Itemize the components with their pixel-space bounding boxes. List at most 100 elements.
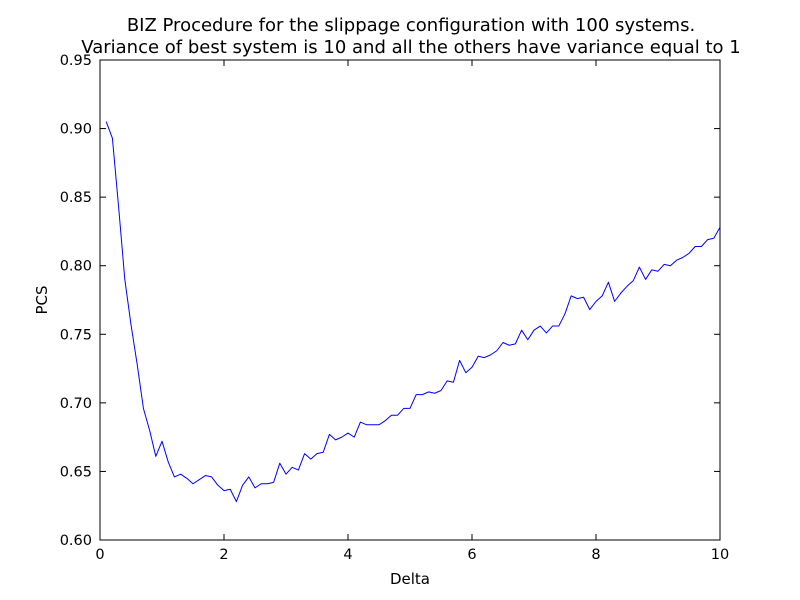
data-point xyxy=(323,452,324,453)
data-point xyxy=(527,339,528,340)
data-point xyxy=(434,393,435,394)
data-point xyxy=(354,437,355,438)
data-point xyxy=(490,354,491,355)
chart-subtitle: Variance of best system is 10 and all th… xyxy=(81,37,740,58)
data-point xyxy=(453,382,454,383)
data-point xyxy=(416,394,417,395)
data-point xyxy=(509,345,510,346)
data-point xyxy=(199,479,200,480)
data-point xyxy=(471,367,472,368)
ticks-layer: 0 2 4 6 8 10 0.60 0.65 0.70 0.75 0.80 0.85 0.90 0.95 xyxy=(60,53,730,563)
y-tick-label: 0.95 xyxy=(60,53,92,69)
data-point xyxy=(248,476,249,477)
data-point xyxy=(261,483,262,484)
data-point xyxy=(205,475,206,476)
data-point xyxy=(651,269,652,270)
data-point xyxy=(633,280,634,281)
data-point xyxy=(701,246,702,247)
data-point xyxy=(602,295,603,296)
series-line xyxy=(105,121,721,503)
data-point xyxy=(676,260,677,261)
data-point xyxy=(285,474,286,475)
y-tick-label: 0.75 xyxy=(60,327,92,343)
data-point xyxy=(298,469,299,470)
data-point xyxy=(174,476,175,477)
data-point xyxy=(106,121,107,122)
data-point xyxy=(372,424,373,425)
x-tick-label: 6 xyxy=(467,547,476,563)
data-point xyxy=(192,483,193,484)
data-point xyxy=(335,439,336,440)
data-point xyxy=(403,408,404,409)
data-point xyxy=(614,301,615,302)
data-point xyxy=(347,432,348,433)
data-point xyxy=(484,357,485,358)
data-point xyxy=(533,330,534,331)
data-point xyxy=(577,298,578,299)
y-tick-label: 0.85 xyxy=(60,190,92,206)
data-point xyxy=(682,257,683,258)
x-tick-label: 10 xyxy=(711,547,729,563)
data-point xyxy=(595,301,596,302)
data-point xyxy=(428,391,429,392)
data-point xyxy=(558,325,559,326)
data-point xyxy=(230,489,231,490)
data-point xyxy=(626,286,627,287)
data-point xyxy=(713,238,714,239)
data-point xyxy=(180,474,181,475)
data-point xyxy=(378,424,379,425)
data-point xyxy=(329,434,330,435)
data-point xyxy=(217,485,218,486)
y-axis-label: PCS xyxy=(33,285,51,314)
data-point xyxy=(211,476,212,477)
data-point xyxy=(688,253,689,254)
data-point xyxy=(657,271,658,272)
data-point xyxy=(664,264,665,265)
data-point xyxy=(639,266,640,267)
data-point xyxy=(304,453,305,454)
data-point xyxy=(620,293,621,294)
data-point xyxy=(459,360,460,361)
data-point xyxy=(695,246,696,247)
data-point xyxy=(155,456,156,457)
data-point xyxy=(316,453,317,454)
x-tick-label: 8 xyxy=(591,547,600,563)
data-point xyxy=(161,441,162,442)
data-point xyxy=(242,485,243,486)
data-point xyxy=(515,343,516,344)
data-point xyxy=(540,325,541,326)
data-point xyxy=(149,430,150,431)
y-tick-label: 0.90 xyxy=(60,122,92,138)
data-point xyxy=(124,279,125,280)
data-point xyxy=(118,206,119,207)
data-point xyxy=(571,295,572,296)
data-point xyxy=(143,408,144,409)
data-point xyxy=(273,482,274,483)
data-point xyxy=(267,483,268,484)
data-point xyxy=(341,437,342,438)
data-point xyxy=(168,461,169,462)
data-point xyxy=(564,313,565,314)
data-point xyxy=(366,424,367,425)
plot-frame xyxy=(99,59,721,541)
data-point xyxy=(385,420,386,421)
plot-area xyxy=(100,60,720,540)
data-point xyxy=(254,487,255,488)
data-point xyxy=(137,364,138,365)
y-tick-label: 0.65 xyxy=(60,464,92,480)
series-layer xyxy=(105,121,721,503)
data-point xyxy=(236,501,237,502)
data-point xyxy=(589,309,590,310)
x-axis-label: Delta xyxy=(390,570,430,588)
data-point xyxy=(391,415,392,416)
data-point xyxy=(670,265,671,266)
data-point xyxy=(310,458,311,459)
y-tick-label: 0.80 xyxy=(60,259,92,275)
data-point xyxy=(552,325,553,326)
x-tick-label: 2 xyxy=(219,547,228,563)
data-point xyxy=(279,463,280,464)
data-point xyxy=(186,478,187,479)
data-point xyxy=(478,356,479,357)
